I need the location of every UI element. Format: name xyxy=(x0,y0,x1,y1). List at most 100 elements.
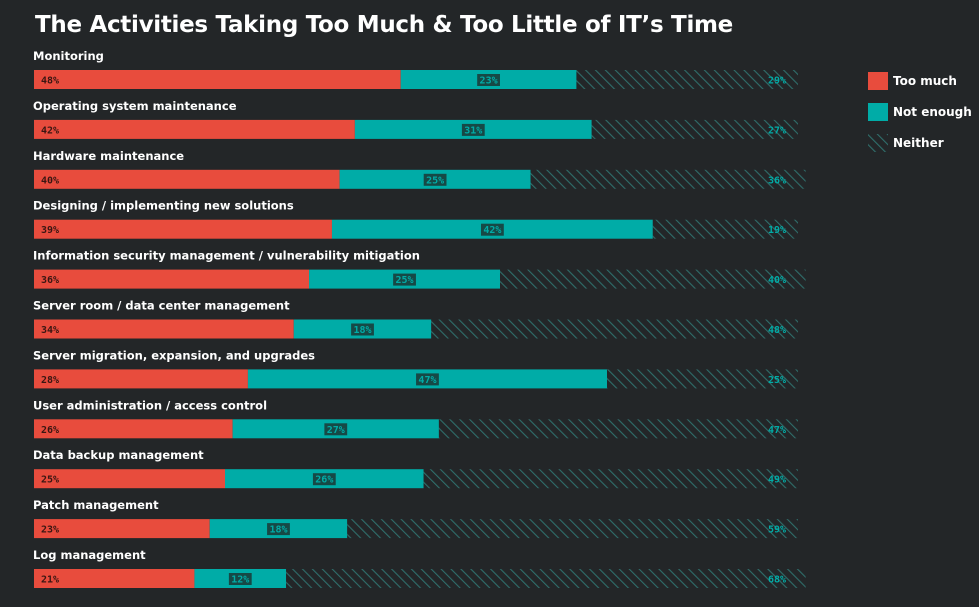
bar-segment-neither xyxy=(347,519,798,539)
value-label: 48% xyxy=(768,325,786,336)
value-label: 40% xyxy=(41,175,59,186)
value-label: 36% xyxy=(768,175,786,186)
bar-row: Log management 21% 12% 68% xyxy=(33,548,806,588)
bar-row: Operating system maintenance 42% 31% 27% xyxy=(33,99,798,139)
value-label: 27% xyxy=(327,425,345,436)
value-label-bg xyxy=(477,74,500,86)
value-label: 25% xyxy=(41,475,59,486)
value-label: 25% xyxy=(768,375,786,386)
bar-segment-too-much xyxy=(34,319,294,339)
category-label: Patch management xyxy=(33,498,159,512)
legend-item: Neither xyxy=(868,134,944,152)
value-label: 12% xyxy=(231,575,249,586)
legend: Too much Not enough Neither xyxy=(868,72,972,152)
category-label: Monitoring xyxy=(33,49,104,63)
value-label: 25% xyxy=(396,275,414,286)
value-label: 27% xyxy=(768,125,786,136)
value-label: 18% xyxy=(353,325,371,336)
category-label: Server room / data center management xyxy=(33,299,290,313)
legend-swatch xyxy=(868,72,888,90)
legend-item: Too much xyxy=(868,72,957,90)
legend-item: Not enough xyxy=(868,103,972,121)
value-label: 23% xyxy=(41,525,59,536)
value-label-bg xyxy=(351,323,374,336)
bar-segment-too-much xyxy=(34,119,355,139)
category-label: Data backup management xyxy=(33,448,204,462)
bar-segment-too-much xyxy=(34,169,340,189)
value-label: 48% xyxy=(41,76,59,87)
value-label-bg xyxy=(461,123,485,136)
bar-segment-too-much xyxy=(34,419,233,439)
bar-row: User administration / access control 26% 2… xyxy=(33,398,798,439)
category-label: Designing / implementing new solutions xyxy=(33,199,294,213)
value-label-bg xyxy=(481,223,504,236)
category-label: User administration / access control xyxy=(33,398,267,412)
value-label: 28% xyxy=(41,375,59,386)
chart-title: The Activities Taking Too Much & Too Lit… xyxy=(35,12,733,38)
value-label-bg xyxy=(416,373,439,386)
value-label: 31% xyxy=(464,125,482,136)
bar-segment-too-much xyxy=(34,269,310,289)
legend-swatch xyxy=(868,103,888,121)
value-label-bg xyxy=(324,423,348,436)
bars-group: Monitoring 48% 23% 29% Operating system main… xyxy=(33,49,806,588)
value-label: 47% xyxy=(418,375,436,386)
value-label: 40% xyxy=(768,275,786,286)
legend-label: Neither xyxy=(893,136,944,150)
category-label: Operating system maintenance xyxy=(33,99,237,113)
category-label: Server migration, expansion, and upgrade… xyxy=(33,348,315,362)
bar-segment-neither xyxy=(591,119,798,139)
bar-segment-neither xyxy=(286,569,806,588)
value-label: 26% xyxy=(315,475,333,486)
legend-label: Not enough xyxy=(893,105,972,119)
value-label-bg xyxy=(312,473,336,486)
bar-segment-too-much xyxy=(34,70,401,89)
legend-swatch xyxy=(868,134,888,152)
value-label-bg xyxy=(267,523,290,536)
value-label: 19% xyxy=(768,225,786,236)
value-label-bg xyxy=(228,573,252,585)
bar-segment-too-much xyxy=(34,519,210,539)
bar-row: Patch management 23% 18% 59% xyxy=(33,498,798,539)
bar-segment-neither xyxy=(431,319,798,339)
bar-segment-neither xyxy=(438,419,798,439)
value-label: 47% xyxy=(768,425,786,436)
value-label-bg xyxy=(393,273,416,286)
bar-segment-neither xyxy=(576,70,798,89)
bar-segment-too-much xyxy=(34,219,332,239)
value-label: 26% xyxy=(41,425,59,436)
bar-segment-too-much xyxy=(34,469,225,489)
bar-segment-neither xyxy=(652,219,798,239)
value-label: 25% xyxy=(426,175,444,186)
bar-row: Designing / implementing new solutions 39… xyxy=(33,199,798,239)
bar-segment-neither xyxy=(530,169,806,189)
value-label: 68% xyxy=(768,575,786,586)
bar-row: Data backup management 25% 26% 49% xyxy=(33,448,798,489)
value-label: 36% xyxy=(41,275,59,286)
bar-row: Hardware maintenance 40% 25% 36% xyxy=(33,149,806,189)
value-label: 34% xyxy=(41,325,59,336)
bar-row: Monitoring 48% 23% 29% xyxy=(33,49,798,89)
value-label: 29% xyxy=(768,76,786,87)
value-label: 39% xyxy=(41,225,59,236)
value-label: 23% xyxy=(480,76,498,87)
value-label: 42% xyxy=(483,225,501,236)
bar-segment-too-much xyxy=(34,569,195,588)
category-label: Hardware maintenance xyxy=(33,149,184,163)
value-label: 18% xyxy=(269,525,287,536)
bar-segment-too-much xyxy=(34,369,248,389)
bar-segment-neither xyxy=(607,369,798,389)
bar-row: Information security management / vulner… xyxy=(33,249,806,289)
bar-segment-neither xyxy=(423,469,798,489)
category-label: Log management xyxy=(33,548,146,562)
value-label: 59% xyxy=(768,525,786,536)
bar-row: Server room / data center management 34% 1… xyxy=(33,299,798,339)
bar-row: Server migration, expansion, and upgrade… xyxy=(33,348,798,389)
bar-segment-neither xyxy=(500,269,806,289)
value-label: 49% xyxy=(768,475,786,486)
value-label: 42% xyxy=(41,125,59,136)
category-label: Information security management / vulner… xyxy=(33,249,420,263)
value-label-bg xyxy=(423,173,447,186)
value-label: 21% xyxy=(41,575,59,586)
